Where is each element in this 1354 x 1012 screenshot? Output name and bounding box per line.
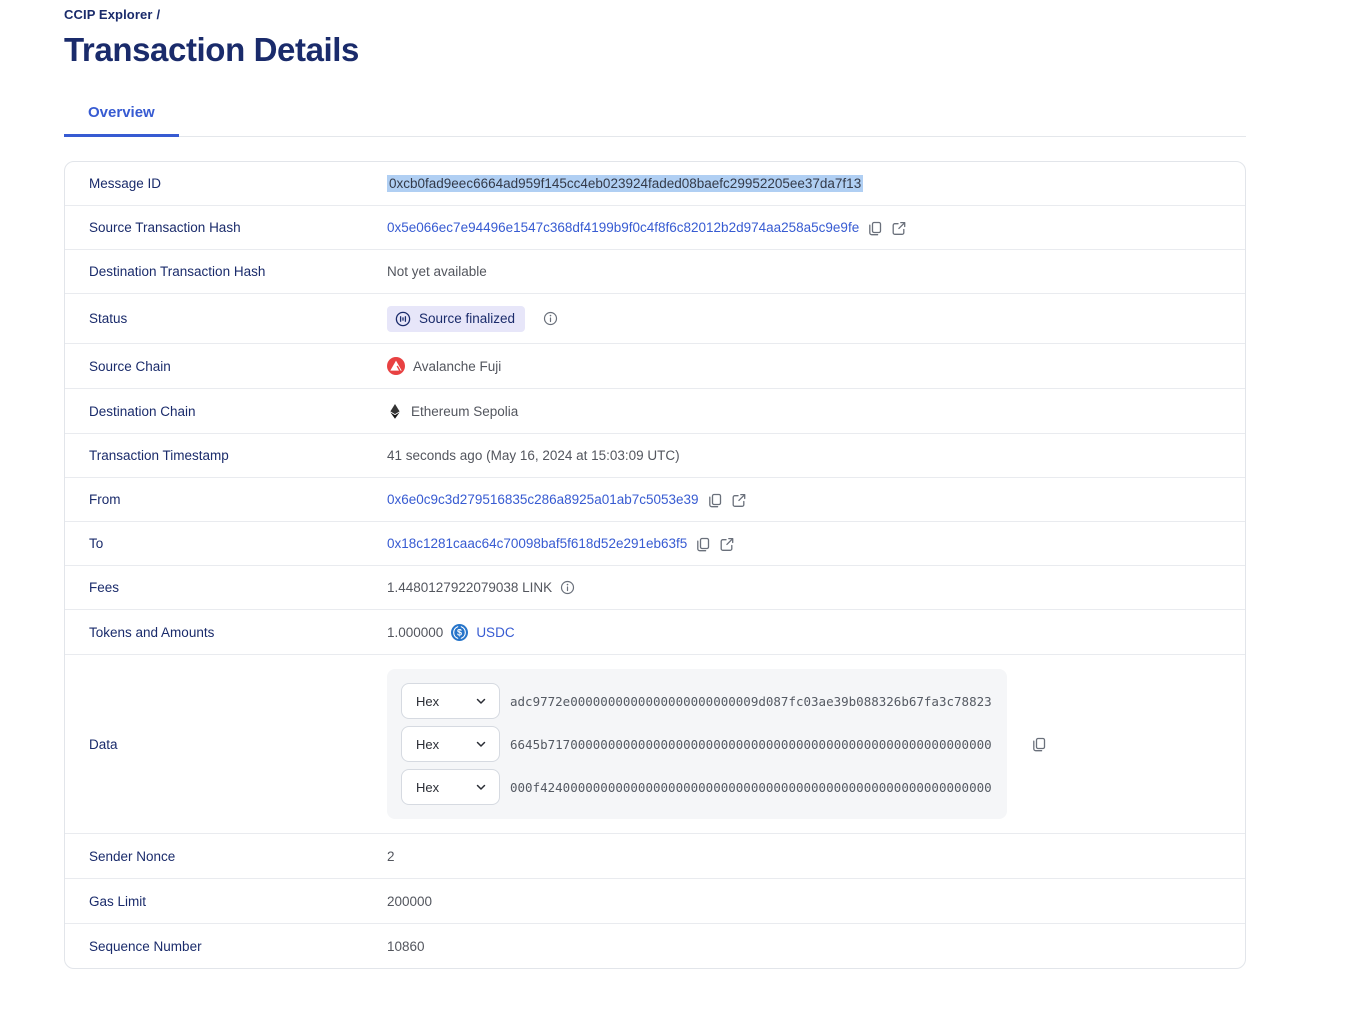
chevron-down-icon <box>474 780 488 794</box>
chevron-down-icon <box>474 737 488 751</box>
hex-format-select[interactable]: Hex <box>401 726 500 762</box>
row-label-source-chain: Source Chain <box>89 358 171 374</box>
info-icon[interactable] <box>543 311 558 326</box>
ethereum-sepolia-icon <box>387 403 403 419</box>
row-label-dest-chain: Destination Chain <box>89 403 196 419</box>
source-tx-hash-link[interactable]: 0x5e066ec7e94496e1547c368df4199b9f0c4f8f… <box>387 220 860 235</box>
row-label-message-id: Message ID <box>89 176 162 191</box>
sender-nonce-value: 2 <box>387 848 395 864</box>
dest-chain-value: Ethereum Sepolia <box>411 403 519 419</box>
source-finalized-icon <box>395 311 411 327</box>
table-row-dest-tx-hash: Destination Transaction Hash Not yet ava… <box>65 250 1245 294</box>
row-label-to: To <box>89 536 104 551</box>
data-line: Hex 6645b7170000000000000000000000000000… <box>401 726 993 762</box>
hex-format-label: Hex <box>416 693 440 709</box>
data-line: Hex 000f42400000000000000000000000000000… <box>401 769 993 805</box>
table-row-from: From 0x6e0c9c3d279516835c286a8925a01ab7c… <box>65 478 1245 522</box>
data-hex-value: 6645b71700000000000000000000000000000000… <box>510 736 992 752</box>
table-row-timestamp: Transaction Timestamp 41 seconds ago (Ma… <box>65 434 1245 478</box>
table-row-source-tx-hash: Source Transaction Hash 0x5e066ec7e94496… <box>65 206 1245 250</box>
row-label-data: Data <box>89 736 118 752</box>
usdc-icon: $ <box>451 623 469 641</box>
token-amount: 1.000000 <box>387 624 444 640</box>
copy-icon[interactable] <box>1031 736 1047 752</box>
copy-icon[interactable] <box>695 536 711 552</box>
data-hex-box: Hex adc9772e0000000000000000000000009d08… <box>387 669 1007 819</box>
token-symbol-link[interactable]: USDC <box>476 624 515 640</box>
table-row-source-chain: Source Chain Avalanche Fuji <box>65 344 1245 389</box>
gas-limit-value: 200000 <box>387 893 433 909</box>
row-label-gas-limit: Gas Limit <box>89 893 147 909</box>
chevron-down-icon <box>474 694 488 708</box>
row-label-source-tx-hash: Source Transaction Hash <box>89 220 241 235</box>
table-row-to: To 0x18c1281caac64c70098baf5f618d52e291e… <box>65 522 1245 566</box>
breadcrumb: CCIP Explorer / <box>64 7 1246 22</box>
row-label-tokens: Tokens and Amounts <box>89 624 215 640</box>
row-label-timestamp: Transaction Timestamp <box>89 448 229 463</box>
svg-text:$: $ <box>457 627 462 637</box>
row-label-fees: Fees <box>89 580 120 595</box>
row-label-status: Status <box>89 311 128 326</box>
status-badge: Source finalized <box>387 305 526 332</box>
breadcrumb-separator: / <box>156 7 161 22</box>
row-label-from: From <box>89 492 121 507</box>
table-row-dest-chain: Destination Chain Ethereum Sepolia <box>65 389 1245 434</box>
copy-icon[interactable] <box>867 220 883 236</box>
transaction-details-page: CCIP Explorer / Transaction Details Overv… <box>64 7 1246 969</box>
table-row-status: Status Source finalized <box>65 294 1245 344</box>
breadcrumb-link-ccip-explorer[interactable]: CCIP Explorer <box>64 7 153 22</box>
data-hex-value: 000f424000000000000000000000000000000000… <box>510 779 992 795</box>
status-badge-label: Source finalized <box>419 311 516 326</box>
message-id-value: 0xcb0fad9eec6664ad959f145cc4eb023924fade… <box>387 175 864 192</box>
table-row-fees: Fees 1.4480127922079038 LINK <box>65 566 1245 610</box>
data-hex-value: adc9772e0000000000000000000000009d087fc0… <box>510 693 992 709</box>
from-address-link[interactable]: 0x6e0c9c3d279516835c286a8925a01ab7c5053e… <box>387 492 699 507</box>
table-row-gas-limit: Gas Limit 200000 <box>65 879 1245 924</box>
data-line: Hex adc9772e0000000000000000000000009d08… <box>401 683 993 719</box>
tab-bar: Overview <box>64 104 1246 137</box>
hex-format-select[interactable]: Hex <box>401 769 500 805</box>
external-link-icon[interactable] <box>731 492 747 508</box>
table-row-tokens: Tokens and Amounts 1.000000 $ USDC <box>65 610 1245 655</box>
external-link-icon[interactable] <box>719 536 735 552</box>
hex-format-label: Hex <box>416 779 440 795</box>
table-row-sender-nonce: Sender Nonce 2 <box>65 834 1245 879</box>
avalanche-fuji-icon <box>387 357 405 375</box>
external-link-icon[interactable] <box>891 220 907 236</box>
row-label-sender-nonce: Sender Nonce <box>89 848 176 864</box>
sequence-number-value: 10860 <box>387 938 425 954</box>
table-row-sequence-number: Sequence Number 10860 <box>65 924 1245 968</box>
tab-overview[interactable]: Overview <box>64 104 179 137</box>
row-label-sequence-number: Sequence Number <box>89 938 202 954</box>
source-chain-value: Avalanche Fuji <box>413 358 502 374</box>
table-row-message-id: Message ID 0xcb0fad9eec6664ad959f145cc4e… <box>65 162 1245 206</box>
details-table: Message ID 0xcb0fad9eec6664ad959f145cc4e… <box>64 161 1246 969</box>
hex-format-label: Hex <box>416 736 440 752</box>
table-row-data: Data Hex adc9772e00000000000000000000000… <box>65 655 1245 834</box>
fees-value: 1.4480127922079038 LINK <box>387 580 553 595</box>
hex-format-select[interactable]: Hex <box>401 683 500 719</box>
to-address-link[interactable]: 0x18c1281caac64c70098baf5f618d52e291eb63… <box>387 536 688 551</box>
row-label-dest-tx-hash: Destination Transaction Hash <box>89 264 266 279</box>
timestamp-value: 41 seconds ago (May 16, 2024 at 15:03:09… <box>387 448 680 463</box>
copy-icon[interactable] <box>707 492 723 508</box>
page-title: Transaction Details <box>64 31 360 68</box>
info-icon[interactable] <box>560 580 575 595</box>
dest-tx-hash-value: Not yet available <box>387 264 487 279</box>
